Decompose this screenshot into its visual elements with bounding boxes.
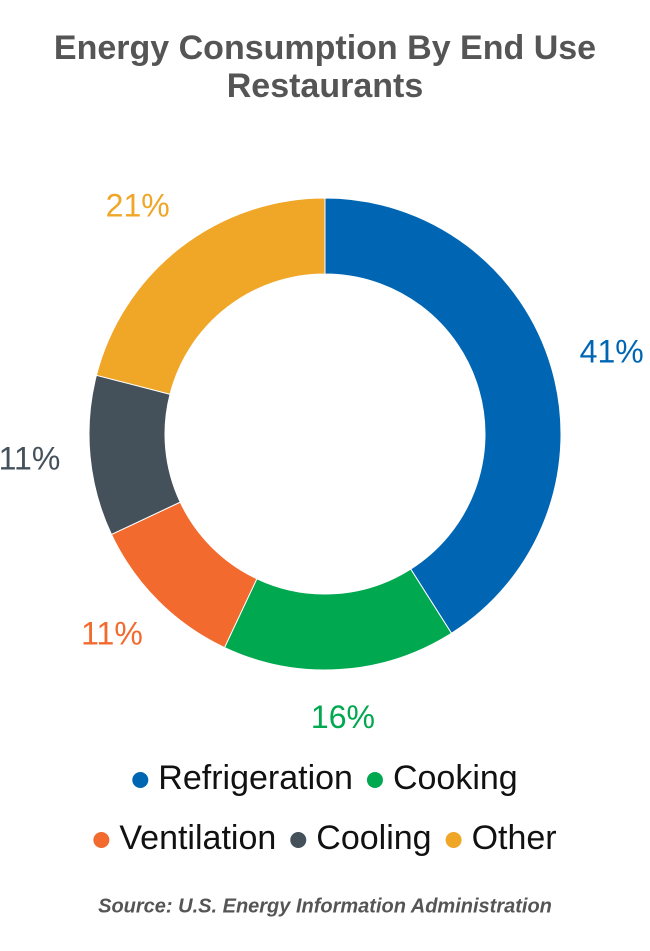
source: Source: U.S. Energy Information Administ… xyxy=(98,895,552,917)
legend-label: Cooking xyxy=(393,759,518,797)
legend-marker xyxy=(366,772,383,788)
donut-slice xyxy=(223,568,453,671)
legend-marker xyxy=(445,832,462,848)
legend-marker xyxy=(290,832,307,848)
legend-label: Other xyxy=(472,819,557,857)
donut-slice xyxy=(324,197,562,634)
value-label: 16% xyxy=(311,699,375,735)
legend-marker xyxy=(132,772,149,788)
value-label: 21% xyxy=(106,187,170,223)
value-label: 11% xyxy=(81,616,143,652)
legend-marker xyxy=(93,832,110,848)
chart-title: Energy Consumption By End Use xyxy=(54,29,596,67)
legend-label: Cooling xyxy=(316,819,431,857)
donut-slice xyxy=(95,197,326,395)
chart-subtitle: Restaurants xyxy=(227,67,424,105)
legend-label: Ventilation xyxy=(119,819,276,857)
legend-label: Refrigeration xyxy=(158,759,353,797)
value-label: 41% xyxy=(580,334,644,370)
value-label: 11% xyxy=(0,440,60,476)
